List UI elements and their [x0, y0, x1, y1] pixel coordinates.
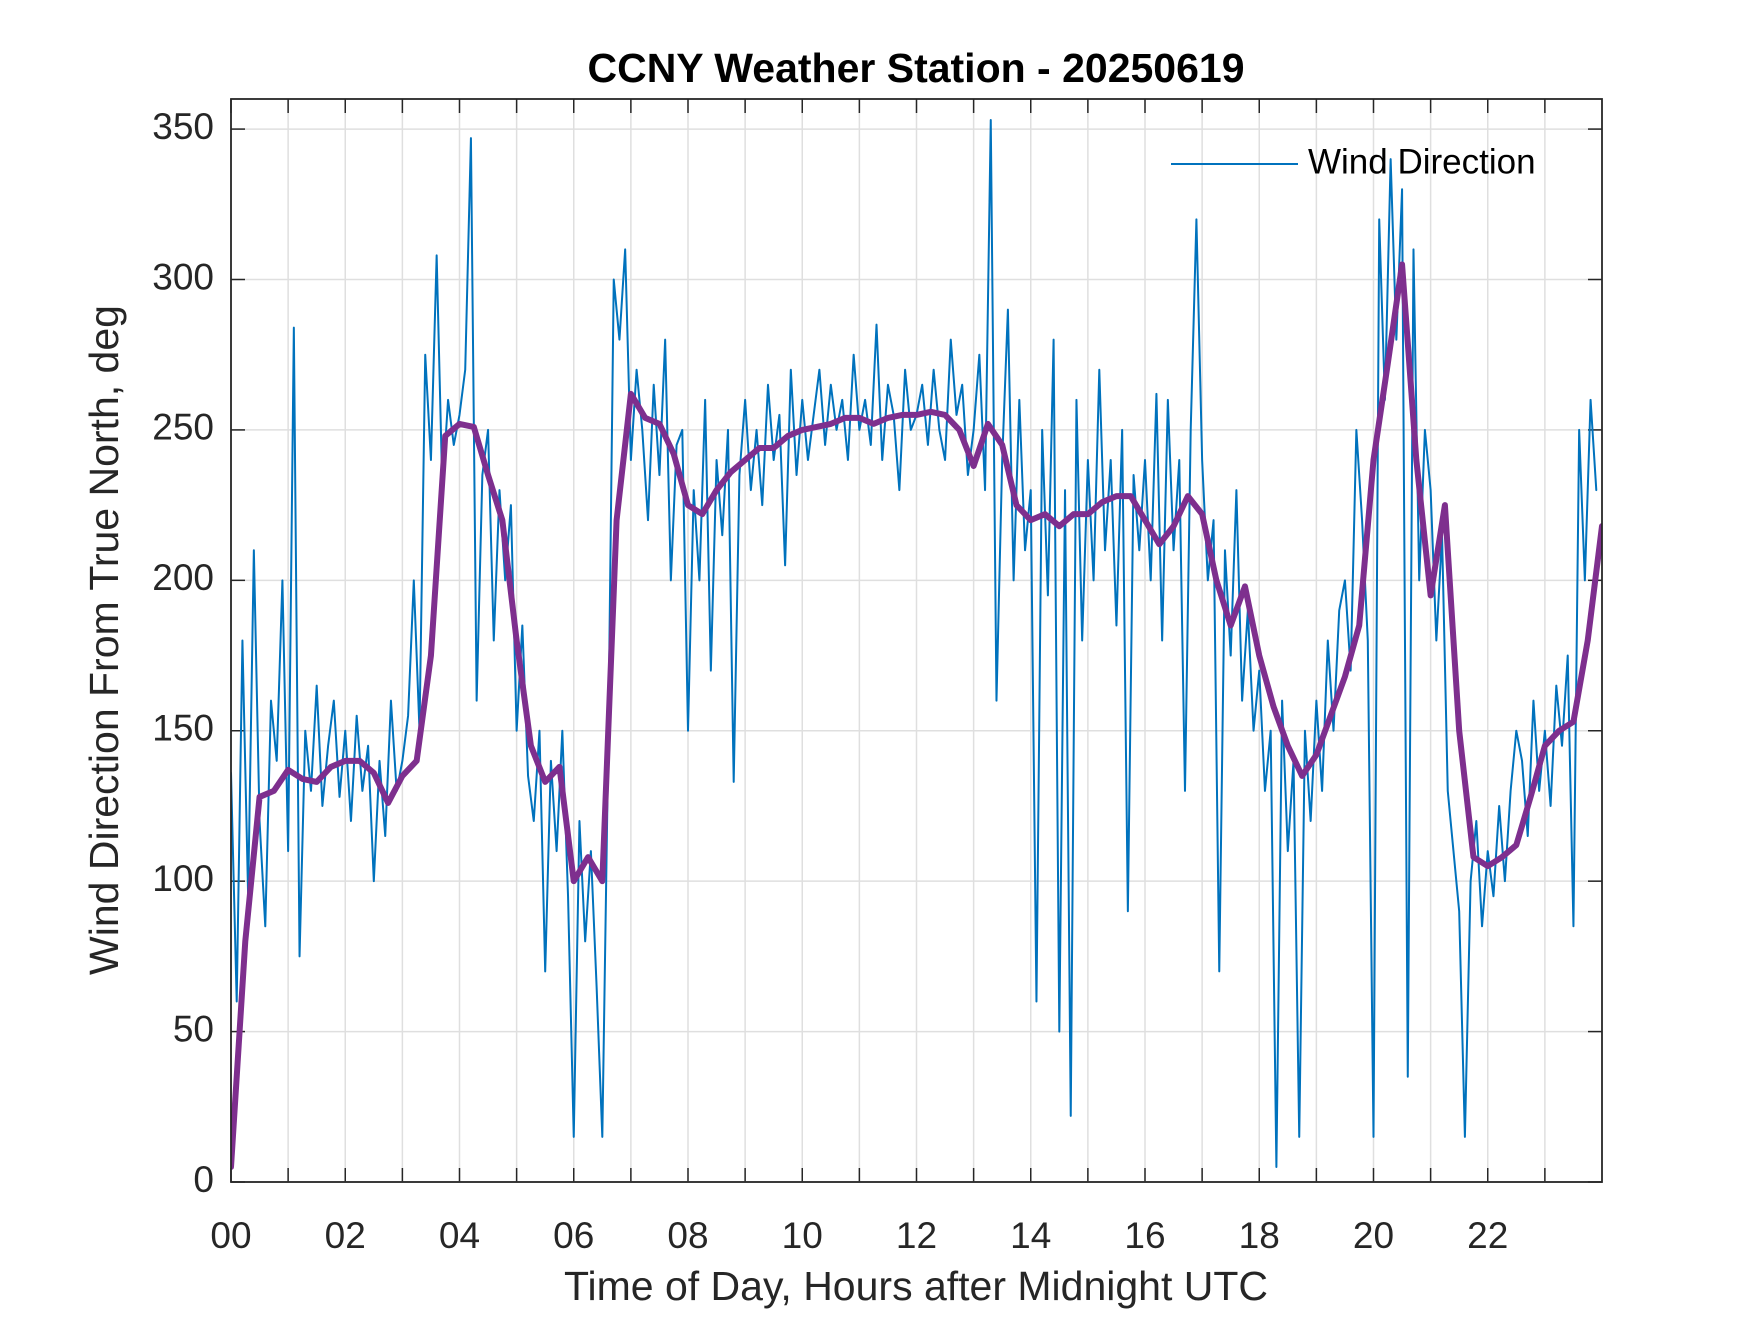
y-tick-label: 250: [152, 407, 214, 448]
y-tick-label: 0: [193, 1159, 214, 1200]
y-tick-label: 100: [152, 858, 214, 899]
y-tick-label: 200: [152, 557, 214, 598]
x-tick-label: 20: [1353, 1215, 1394, 1256]
x-tick-label: 04: [439, 1215, 480, 1256]
x-tick-label: 22: [1467, 1215, 1508, 1256]
x-tick-label: 16: [1124, 1215, 1165, 1256]
y-tick-label: 150: [152, 708, 214, 749]
y-tick-label: 50: [173, 1008, 214, 1049]
data-line: [231, 119, 1598, 1168]
x-tick-label: 08: [667, 1215, 708, 1256]
legend-label: Wind Direction: [1308, 142, 1536, 181]
y-tick-label: 300: [152, 256, 214, 297]
data-line: [231, 261, 1602, 1170]
x-axis-label: Time of Day, Hours after Midnight UTC: [564, 1263, 1268, 1309]
x-tick-label: 12: [896, 1215, 937, 1256]
chart-title: CCNY Weather Station - 20250619: [587, 45, 1244, 91]
x-tick-label: 14: [1010, 1215, 1051, 1256]
y-tick-label: 350: [152, 106, 214, 147]
axes-box: [230, 98, 1603, 1183]
x-tick-label: 00: [210, 1215, 251, 1256]
x-tick-label: 18: [1239, 1215, 1280, 1256]
x-tick-label: 06: [553, 1215, 594, 1256]
y-axis-label: Wind Direction From True North, deg: [81, 305, 127, 975]
x-tick-label: 10: [782, 1215, 823, 1256]
x-tick-label: 02: [325, 1215, 366, 1256]
plot-area: [231, 119, 1602, 1170]
